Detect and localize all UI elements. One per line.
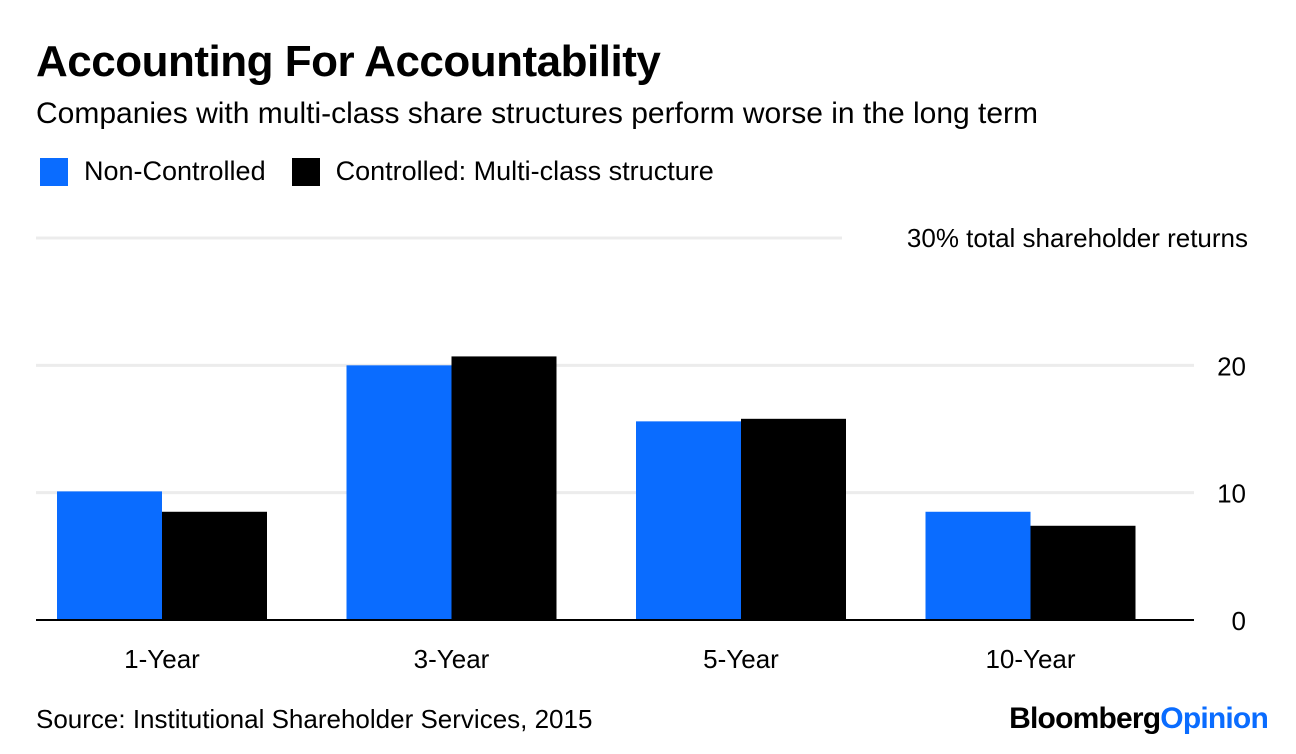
chart-subtitle: Companies with multi-class share structu… <box>36 97 1039 130</box>
y-tick-label-10: 10 <box>1217 479 1246 509</box>
bar-5-year-controlled <box>741 418 846 620</box>
brand-bloomberg: Bloomberg <box>1009 702 1161 735</box>
bar-3-year-controlled <box>451 356 557 620</box>
bar-3-year-non-controlled <box>346 365 452 620</box>
y-tick-label-top: 30% total shareholder returns <box>907 223 1248 253</box>
bar-1-year-non-controlled <box>57 491 162 620</box>
bar-10-year-non-controlled <box>925 511 1031 620</box>
legend-label-non-controlled: Non-Controlled <box>84 156 266 186</box>
bloomberg-opinion-logo: BloombergOpinion <box>1009 702 1269 736</box>
legend-swatch-non-controlled <box>40 157 68 186</box>
x-tick-label-5-year: 5-Year <box>703 644 779 674</box>
bar-10-year-controlled <box>1030 525 1136 620</box>
legend-item-non-controlled: Non-Controlled <box>40 156 266 187</box>
x-tick-label-3-year: 3-Year <box>414 644 490 674</box>
y-tick-label-20: 20 <box>1217 351 1246 381</box>
bar-5-year-non-controlled <box>636 421 741 620</box>
legend-swatch-controlled <box>291 157 320 186</box>
source-note: Source: Institutional Shareholder Servic… <box>36 704 593 734</box>
chart-title: Accounting For Accountability <box>36 37 661 86</box>
bar-1-year-controlled <box>162 511 267 620</box>
legend-label-controlled: Controlled: Multi-class structure <box>335 156 714 186</box>
brand-opinion: Opinion <box>1160 702 1269 735</box>
x-tick-label-10-year: 10-Year <box>985 644 1075 674</box>
legend-item-controlled: Controlled: Multi-class structure <box>291 156 714 187</box>
x-tick-label-1-year: 1-Year <box>124 644 200 674</box>
y-tick-label-0: 0 <box>1232 606 1246 636</box>
legend: Non-Controlled Controlled: Multi-class s… <box>40 156 740 187</box>
